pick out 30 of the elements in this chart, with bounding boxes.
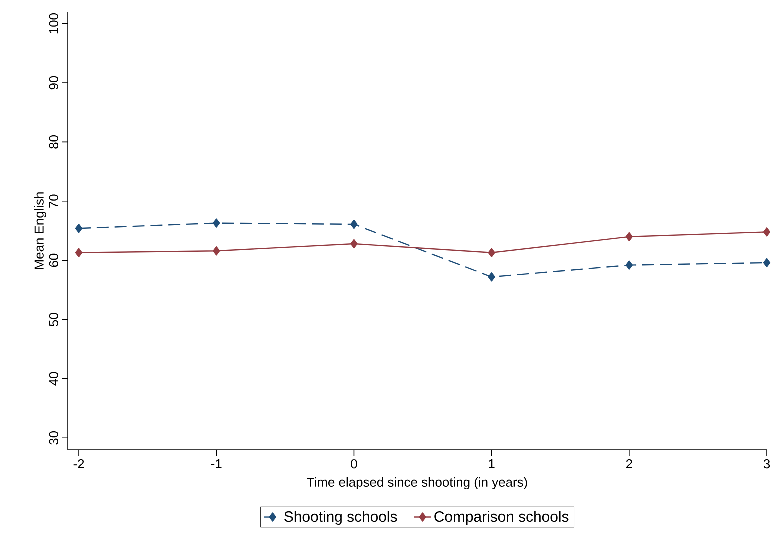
point (75, 224, 83, 234)
point (763, 258, 771, 268)
x-tick-label: 1 (489, 459, 495, 468)
point (350, 220, 358, 230)
y-tick-label: 90 (49, 76, 59, 90)
x-tick-label: -2 (74, 459, 84, 469)
y-axis-title: Mean English (34, 192, 46, 270)
point (626, 232, 633, 242)
x-tick-label: -1 (211, 459, 222, 468)
y-tick-label: 30 (49, 431, 59, 445)
y-tick-label: 80 (49, 136, 59, 149)
y-tick-label: 100 (49, 14, 59, 34)
x-tick-label: 3 (764, 459, 770, 469)
legend-label: Shooting schools (284, 511, 398, 526)
point (213, 246, 220, 256)
y-tick-label: 60 (49, 254, 59, 268)
point (488, 272, 496, 282)
y-tick-label: 50 (49, 313, 59, 326)
x-tick-label: 0 (351, 459, 358, 469)
point (488, 248, 496, 258)
y-tick-label: 70 (49, 194, 59, 208)
x-tick-label: 2 (626, 459, 632, 469)
y-tick-label: 40 (49, 372, 59, 386)
point (75, 248, 83, 258)
legend-label: Comparison schools (434, 511, 569, 526)
x-axis-title: Time elapsed since shooting (in years) (307, 477, 528, 490)
point (763, 228, 771, 237)
point (350, 239, 358, 249)
point (213, 218, 220, 228)
point (626, 260, 633, 270)
